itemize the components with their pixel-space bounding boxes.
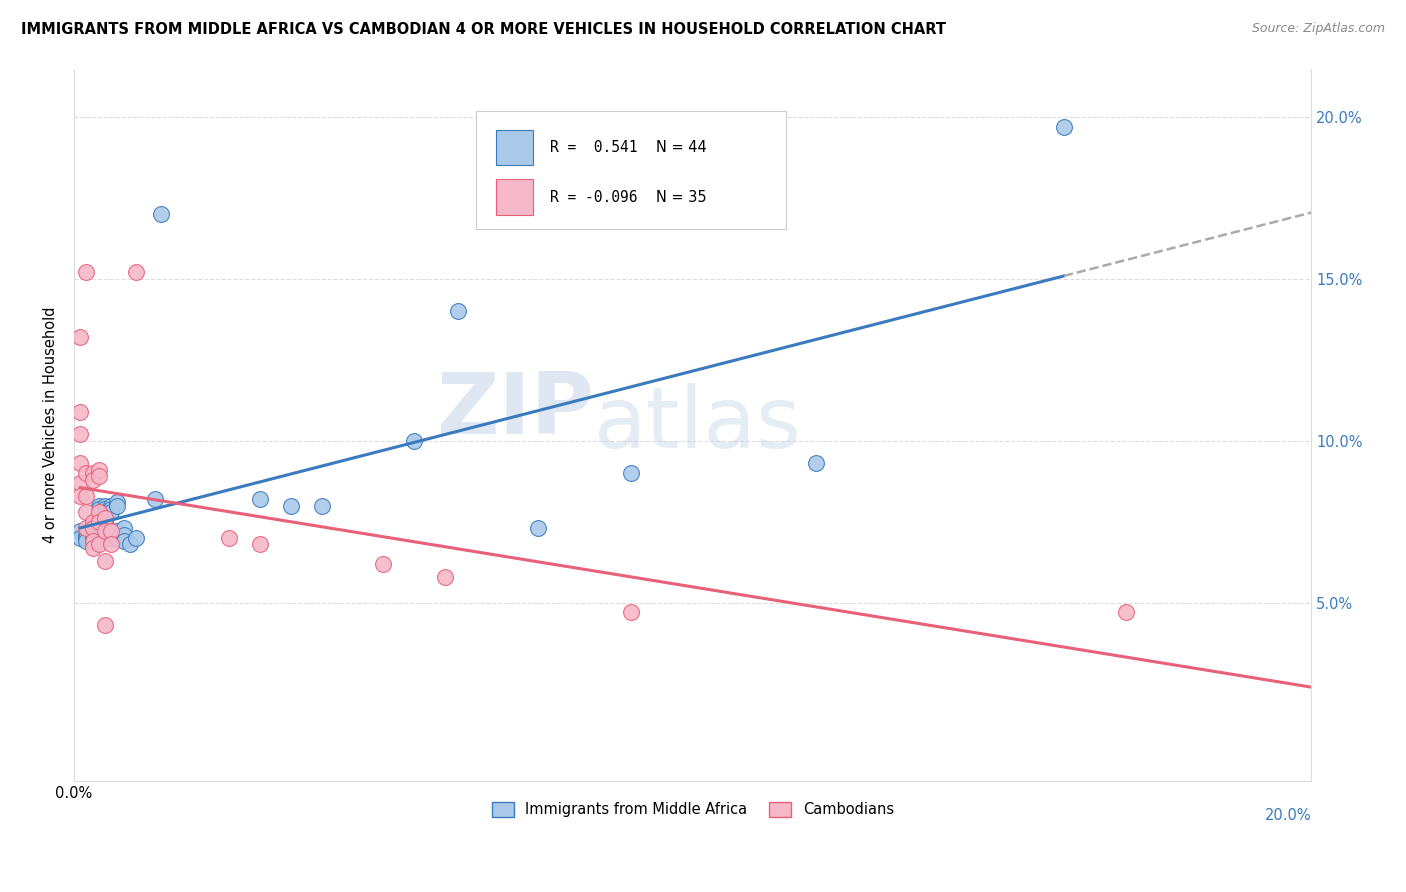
Point	[75, 265, 97, 279]
Text: atlas: atlas	[593, 383, 801, 467]
Point	[69, 475, 91, 490]
Text: N = 44: N = 44	[655, 140, 706, 155]
Y-axis label: 4 or more Vehicles in Household: 4 or more Vehicles in Household	[44, 306, 58, 543]
Point	[82, 521, 104, 535]
Point	[82, 534, 104, 549]
Point	[105, 499, 128, 513]
Text: ZIP: ZIP	[436, 369, 593, 452]
Point	[149, 207, 172, 221]
Point	[311, 499, 333, 513]
Point	[75, 521, 97, 535]
Point	[100, 524, 122, 539]
Text: N = 35: N = 35	[655, 190, 706, 204]
Point	[100, 501, 122, 516]
Point	[82, 531, 104, 545]
Text: R = -0.096: R = -0.096	[551, 190, 638, 204]
Point	[105, 531, 128, 545]
Point	[69, 457, 91, 471]
Point	[75, 527, 97, 541]
FancyBboxPatch shape	[477, 112, 786, 228]
Point	[69, 524, 91, 539]
Point	[94, 501, 117, 516]
Point	[112, 534, 135, 549]
Point	[94, 524, 117, 539]
Point	[69, 330, 91, 344]
Point	[69, 427, 91, 442]
Point	[82, 521, 104, 535]
Point	[82, 466, 104, 480]
Point	[112, 527, 135, 541]
Point	[87, 527, 110, 541]
Point	[75, 531, 97, 545]
Point	[75, 505, 97, 519]
Point	[447, 304, 470, 318]
Point	[87, 499, 110, 513]
Point	[105, 524, 128, 539]
Point	[94, 505, 117, 519]
Text: Source: ZipAtlas.com: Source: ZipAtlas.com	[1251, 22, 1385, 36]
Point	[100, 499, 122, 513]
Point	[105, 495, 128, 509]
Text: R =  0.541: R = 0.541	[551, 140, 638, 155]
Point	[69, 405, 91, 419]
Point	[118, 537, 141, 551]
FancyBboxPatch shape	[496, 179, 533, 215]
Point	[87, 515, 110, 529]
Point	[87, 469, 110, 483]
Point	[87, 501, 110, 516]
Point	[87, 531, 110, 545]
Point	[373, 557, 395, 571]
Point	[82, 473, 104, 487]
Point	[249, 491, 271, 506]
Point	[620, 466, 643, 480]
Legend: Immigrants from Middle Africa, Cambodians: Immigrants from Middle Africa, Cambodian…	[486, 797, 900, 823]
Text: IMMIGRANTS FROM MIDDLE AFRICA VS CAMBODIAN 4 OR MORE VEHICLES IN HOUSEHOLD CORRE: IMMIGRANTS FROM MIDDLE AFRICA VS CAMBODI…	[21, 22, 946, 37]
Point	[94, 553, 117, 567]
Point	[82, 541, 104, 555]
Point	[143, 491, 166, 506]
Point	[94, 511, 117, 525]
Point	[75, 489, 97, 503]
Point	[87, 463, 110, 477]
Point	[69, 531, 91, 545]
Point	[100, 505, 122, 519]
Point	[806, 457, 828, 471]
Point	[82, 527, 104, 541]
Point	[94, 499, 117, 513]
Point	[1115, 606, 1137, 620]
Point	[69, 489, 91, 503]
Point	[75, 534, 97, 549]
Point	[100, 537, 122, 551]
Point	[249, 537, 271, 551]
Point	[404, 434, 426, 448]
Point	[112, 521, 135, 535]
Point	[82, 534, 104, 549]
Point	[125, 265, 148, 279]
Point	[527, 521, 550, 535]
Point	[125, 531, 148, 545]
Text: 20.0%: 20.0%	[1265, 808, 1312, 823]
Point	[218, 531, 240, 545]
Point	[87, 537, 110, 551]
Point	[434, 570, 457, 584]
FancyBboxPatch shape	[496, 129, 533, 165]
Point	[94, 618, 117, 632]
Point	[87, 505, 110, 519]
Point	[82, 515, 104, 529]
Point	[1053, 120, 1076, 134]
Point	[94, 511, 117, 525]
Point	[620, 606, 643, 620]
Point	[94, 515, 117, 529]
Point	[75, 466, 97, 480]
Point	[100, 524, 122, 539]
Point	[100, 531, 122, 545]
Point	[87, 524, 110, 539]
Point	[280, 499, 302, 513]
